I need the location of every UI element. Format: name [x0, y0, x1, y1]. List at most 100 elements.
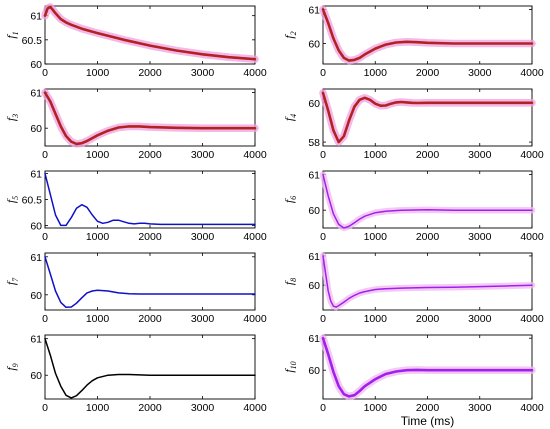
series-line — [44, 337, 256, 399]
subplot-4: 0 1000 2000 3000 4000 58 60 f4 — [282, 88, 544, 161]
y-axis-label: f7 — [4, 277, 20, 285]
y-tick-label: 61 — [308, 251, 320, 263]
y-axis-label-main: f — [282, 368, 296, 373]
x-tick-label: 2000 — [138, 67, 162, 79]
x-tick-label: 1000 — [86, 67, 110, 79]
x-tick-label: 3000 — [191, 231, 215, 243]
y-axis-label: f5 — [4, 196, 20, 203]
x-tick-label: 1000 — [364, 67, 388, 79]
y-axis-label-subscript: 4 — [289, 114, 298, 118]
x-tick-label: 2000 — [138, 149, 162, 161]
subplot-10: 0 1000 2000 3000 4000 60 61 f10 Time (ms) — [282, 333, 544, 428]
x-tick-label: 0 — [42, 231, 48, 243]
y-axis-label: f1 — [4, 31, 20, 38]
series-line — [43, 5, 257, 61]
series-line — [321, 91, 534, 144]
x-tick-label: 2000 — [416, 231, 440, 243]
x-tick-label: 1000 — [364, 402, 388, 414]
subplot-9: 0 1000 2000 3000 4000 60 61 f9 — [4, 334, 267, 414]
x-tick-label: 0 — [42, 313, 48, 325]
series-line — [321, 8, 534, 62]
series-line — [322, 255, 533, 308]
subplot-5: 0 1000 2000 3000 4000 60 60.5 61 f5 — [4, 169, 267, 243]
x-tick-label: 3000 — [468, 67, 492, 79]
subplot-3: 0 1000 2000 3000 4000 60 61 f3 — [4, 88, 267, 161]
axes-box — [44, 334, 256, 400]
x-tick-label: 2000 — [416, 149, 440, 161]
y-tick-label: 60 — [308, 205, 320, 217]
x-tick-label: 1000 — [364, 231, 388, 243]
y-tick-label: 60 — [30, 220, 42, 232]
y-tick-label: 61 — [30, 11, 42, 23]
y-tick-label: 60 — [308, 39, 320, 51]
y-tick-label: 60.5 — [22, 195, 43, 207]
series-glow — [319, 171, 536, 232]
x-tick-label: 1000 — [86, 231, 110, 243]
y-axis-label: f8 — [282, 278, 298, 285]
x-tick-label: 1000 — [364, 149, 388, 161]
x-tick-label: 2000 — [138, 402, 162, 414]
x-tick-label: 0 — [42, 402, 48, 414]
y-axis-label-subscript: 8 — [289, 278, 298, 282]
series-glow — [41, 3, 259, 64]
axes-box — [44, 252, 256, 311]
x-tick-label: 2000 — [416, 402, 440, 414]
series-glow — [319, 252, 536, 311]
series-line — [44, 256, 256, 309]
x-tick-label: 2000 — [416, 313, 440, 325]
x-tick-label: 4000 — [243, 231, 267, 243]
y-tick-label: 61 — [30, 169, 42, 181]
series-glow — [319, 334, 536, 401]
series-glow — [41, 88, 259, 148]
x-tick-label: 4000 — [520, 402, 544, 414]
y-axis-label-main: f — [4, 116, 18, 121]
axes-box — [322, 252, 533, 311]
x-tick-label: 4000 — [520, 149, 544, 161]
x-tick-label: 3000 — [191, 149, 215, 161]
x-tick-label: 0 — [42, 67, 48, 79]
y-tick-label: 60 — [30, 370, 42, 382]
subplot-2: 0 1000 2000 3000 4000 60 61 f2 — [282, 4, 544, 79]
axes-box — [44, 170, 256, 229]
y-axis-label-main: f — [282, 280, 296, 285]
x-axis-label: Time (ms) — [401, 414, 455, 428]
y-tick-label: 61 — [308, 333, 320, 345]
subplot-6: 0 1000 2000 3000 4000 60 61 f6 — [282, 170, 544, 243]
x-tick-label: 4000 — [520, 231, 544, 243]
y-axis-label-subscript: 5 — [11, 196, 20, 200]
y-axis-label-subscript: 7 — [11, 277, 20, 282]
y-axis-label-subscript: 9 — [11, 363, 20, 367]
x-tick-label: 0 — [320, 67, 326, 79]
y-tick-label: 61 — [308, 170, 320, 182]
axes-box — [44, 88, 256, 147]
y-tick-label: 60 — [308, 98, 320, 110]
y-tick-label: 58 — [308, 137, 320, 149]
x-tick-label: 2000 — [138, 231, 162, 243]
series-line — [44, 172, 256, 227]
series-glow — [319, 5, 536, 65]
x-tick-label: 4000 — [243, 67, 267, 79]
x-tick-label: 3000 — [191, 67, 215, 79]
y-axis-label-main: f — [282, 116, 296, 121]
x-tick-label: 4000 — [243, 149, 267, 161]
y-tick-label: 60 — [30, 290, 42, 302]
y-tick-label: 60 — [30, 59, 42, 71]
y-axis-label-subscript: 1 — [11, 31, 20, 35]
series-line — [321, 336, 534, 398]
x-tick-label: 3000 — [468, 402, 492, 414]
x-tick-label: 0 — [320, 231, 326, 243]
x-tick-label: 1000 — [86, 402, 110, 414]
y-tick-label: 60.5 — [22, 35, 43, 47]
x-tick-label: 4000 — [243, 402, 267, 414]
x-tick-label: 3000 — [468, 313, 492, 325]
y-axis-label: f6 — [282, 196, 298, 203]
y-tick-label: 61 — [30, 252, 42, 264]
y-tick-label: 61 — [30, 334, 42, 346]
y-axis-label-subscript: 2 — [289, 31, 298, 35]
x-tick-label: 2000 — [416, 67, 440, 79]
x-tick-label: 4000 — [520, 313, 544, 325]
y-axis-label: f2 — [282, 31, 298, 38]
y-tick-label: 61 — [308, 4, 320, 16]
x-tick-label: 0 — [320, 402, 326, 414]
